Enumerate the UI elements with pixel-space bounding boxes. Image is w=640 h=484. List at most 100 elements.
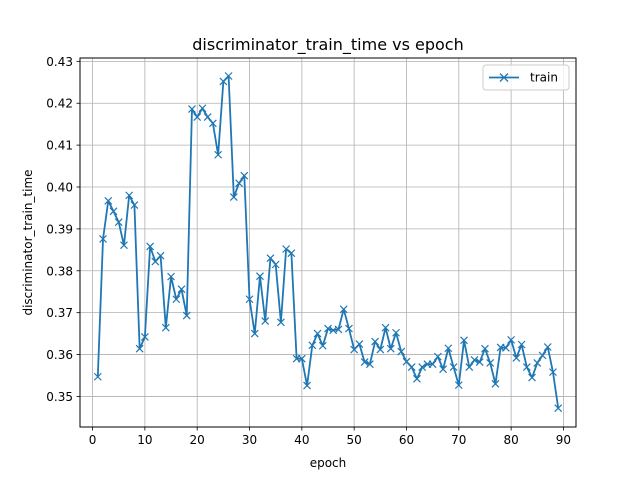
- data-point: [177, 285, 186, 294]
- data-point: [528, 373, 536, 382]
- chart-title: discriminator_train_time vs epoch: [192, 35, 463, 55]
- data-point: [161, 323, 170, 332]
- data-point: [334, 325, 343, 334]
- legend-marker: [499, 73, 509, 82]
- data-point: [198, 104, 207, 113]
- data-point: [522, 363, 531, 372]
- data-point: [433, 352, 442, 361]
- data-point: [554, 404, 563, 413]
- data-point: [229, 193, 238, 201]
- data-point: [271, 260, 280, 269]
- data-point: [470, 356, 479, 364]
- series-layer: [93, 72, 563, 413]
- data-point: [439, 365, 448, 374]
- y-tick-label: 0.35: [46, 390, 73, 404]
- data-point: [475, 358, 484, 367]
- data-point: [392, 328, 400, 337]
- legend-label-train: train: [530, 71, 558, 85]
- grid: [80, 58, 576, 427]
- data-point: [287, 249, 296, 258]
- data-point: [355, 340, 364, 348]
- data-point: [203, 113, 212, 121]
- data-point: [512, 353, 521, 362]
- y-axis-label: discriminator_train_time: [21, 169, 35, 315]
- x-axis-label: epoch: [310, 456, 347, 470]
- data-point: [386, 344, 395, 353]
- data-point: [465, 363, 474, 372]
- data-point: [397, 347, 406, 356]
- data-point: [538, 351, 547, 360]
- data-point: [256, 272, 264, 281]
- data-point: [224, 72, 233, 80]
- x-tick-label: 0: [89, 433, 97, 447]
- data-point: [182, 311, 191, 320]
- data-point: [460, 336, 468, 345]
- data-point: [507, 335, 516, 344]
- data-point: [360, 358, 369, 367]
- x-tick-label: 20: [190, 433, 205, 447]
- data-point: [454, 381, 463, 390]
- data-point: [99, 235, 107, 243]
- y-tick-label: 0.39: [46, 222, 73, 236]
- data-point: [114, 218, 123, 227]
- data-point: [156, 251, 165, 260]
- data-point: [324, 324, 332, 333]
- data-point: [486, 358, 495, 367]
- y-tick-label: 0.43: [46, 55, 73, 69]
- y-tick-label: 0.42: [46, 97, 73, 111]
- data-point: [413, 374, 421, 383]
- data-point: [245, 295, 254, 304]
- data-point: [308, 341, 317, 350]
- data-point: [381, 323, 390, 332]
- legend: train: [482, 64, 570, 91]
- data-point: [261, 317, 270, 325]
- data-point: [120, 241, 128, 250]
- data-point: [140, 333, 149, 341]
- legend-box: [482, 64, 570, 91]
- x-tick-label: 40: [294, 433, 309, 447]
- x-tick-label: 50: [347, 433, 362, 447]
- data-point: [109, 207, 118, 216]
- y-tick-label: 0.38: [46, 264, 73, 278]
- data-point: [543, 343, 552, 351]
- data-point: [345, 324, 353, 333]
- data-point: [549, 368, 557, 377]
- data-point: [93, 372, 102, 381]
- data-point: [172, 295, 181, 304]
- data-point: [276, 318, 285, 327]
- data-point: [428, 360, 437, 369]
- x-tick-label: 10: [137, 433, 152, 447]
- data-point: [146, 242, 155, 251]
- y-tick-label: 0.41: [46, 139, 73, 153]
- data-point: [501, 343, 510, 352]
- data-point: [240, 171, 249, 180]
- y-tick-label: 0.37: [46, 306, 73, 320]
- data-point: [449, 363, 458, 372]
- y-axis: 0.35 0.36 0.37 0.38 0.39 0.40 0.41 0.42 0.43: [46, 55, 80, 404]
- data-point: [491, 379, 500, 388]
- x-tick-label: 90: [556, 433, 571, 447]
- data-point: [208, 119, 217, 128]
- data-point: [339, 305, 348, 314]
- data-point: [318, 341, 327, 350]
- x-tick-label: 60: [399, 433, 414, 447]
- data-point: [371, 337, 380, 346]
- data-point: [481, 344, 489, 353]
- data-point: [135, 344, 144, 353]
- data-point: [517, 340, 526, 349]
- y-tick-label: 0.36: [46, 348, 73, 362]
- data-point: [282, 245, 291, 253]
- data-point: [297, 354, 306, 363]
- data-point: [365, 360, 374, 369]
- plot-frame: [79, 57, 577, 428]
- data-point: [313, 329, 322, 338]
- x-tick-label: 70: [451, 433, 466, 447]
- data-point: [407, 363, 416, 372]
- data-point: [533, 358, 542, 367]
- data-point: [214, 150, 223, 159]
- data-point: [250, 329, 259, 338]
- x-axis: 0 10 20 30 40 50 60 70 80 90: [89, 427, 571, 447]
- data-point: [104, 196, 113, 205]
